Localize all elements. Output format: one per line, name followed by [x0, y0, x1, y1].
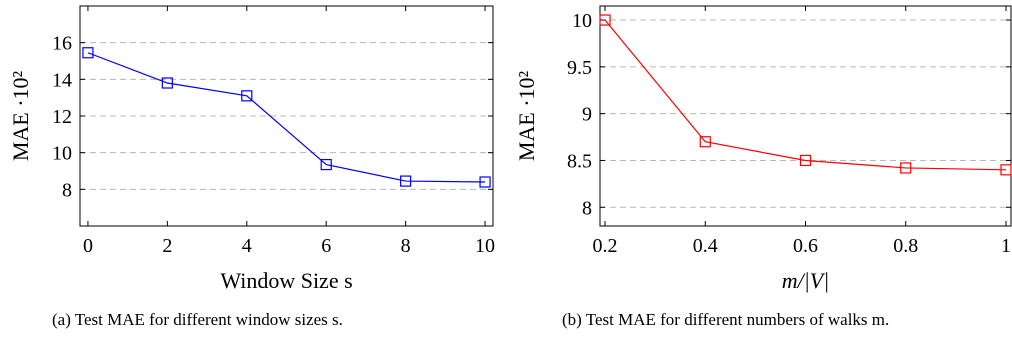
x-axis-label: m/|V| — [782, 268, 830, 293]
y-tick-label: 12 — [52, 106, 72, 128]
data-point-marker — [241, 90, 253, 102]
data-point-marker — [320, 158, 332, 171]
data-point-marker — [599, 14, 611, 26]
chart-panel-b: 8 8.5 9 9.5 10 0.2 0.4 0.6 0.8 1 m/|V| MAE ·10² (b)… — [506, 0, 1012, 348]
plot-frame — [599, 5, 1012, 227]
x-tick-label: 0.4 — [693, 235, 718, 257]
data-point-marker — [82, 47, 94, 59]
chart-a-caption: (a) Test MAE for different window sizes … — [52, 310, 343, 329]
plot-frame — [79, 5, 494, 227]
chart-a-svg: 8 10 12 14 16 0 2 4 6 8 10 Window Size s MAE ·10² — [8, 5, 495, 293]
x-tick-label: 10 — [475, 235, 495, 257]
x-tick-label: 1 — [1001, 235, 1011, 257]
chart-panel-a: 8 10 12 14 16 0 2 4 6 8 10 Window Size s MAE ·10² (a… — [8, 5, 495, 329]
y-tick-label: 9 — [582, 104, 592, 126]
series-line — [604, 19, 1006, 171]
data-point-marker — [699, 136, 711, 148]
data-point-marker — [799, 154, 812, 167]
x-tick-label: 0 — [83, 235, 93, 257]
y-tick-label: 8.5 — [567, 150, 592, 172]
y-tick-label: 10 — [572, 10, 592, 32]
x-tick-label: 0.2 — [593, 235, 618, 257]
data-point-marker — [479, 176, 491, 188]
y-tick-label: 8 — [62, 179, 72, 201]
y-tick-label: 8 — [582, 197, 592, 219]
chart-b-svg: 8 8.5 9 9.5 10 0.2 0.4 0.6 0.8 1 m/|V| MAE ·10² — [514, 5, 1012, 293]
y-tick-label: 14 — [52, 69, 72, 91]
x-tick-label: 6 — [321, 235, 331, 257]
y-axis-label: MAE ·10² — [8, 70, 33, 161]
series-line — [87, 52, 486, 183]
data-point-marker — [1000, 164, 1012, 176]
data-point-marker — [161, 77, 173, 89]
data-point-marker — [400, 175, 412, 187]
x-tick-label: 4 — [242, 235, 252, 257]
y-tick-label: 9.5 — [567, 57, 592, 79]
x-tick-label: 0.6 — [793, 235, 818, 257]
chart-b-caption: (b) Test MAE for different numbers of wa… — [562, 310, 890, 329]
x-tick-label: 8 — [401, 235, 411, 257]
data-point-marker — [900, 162, 912, 174]
y-axis-label: MAE ·10² — [514, 70, 539, 161]
x-tick-label: 2 — [162, 235, 172, 257]
y-tick-label: 10 — [52, 143, 72, 165]
x-axis-label: Window Size s — [220, 268, 352, 293]
y-tick-label: 16 — [52, 33, 72, 55]
x-tick-label: 0.8 — [893, 235, 918, 257]
